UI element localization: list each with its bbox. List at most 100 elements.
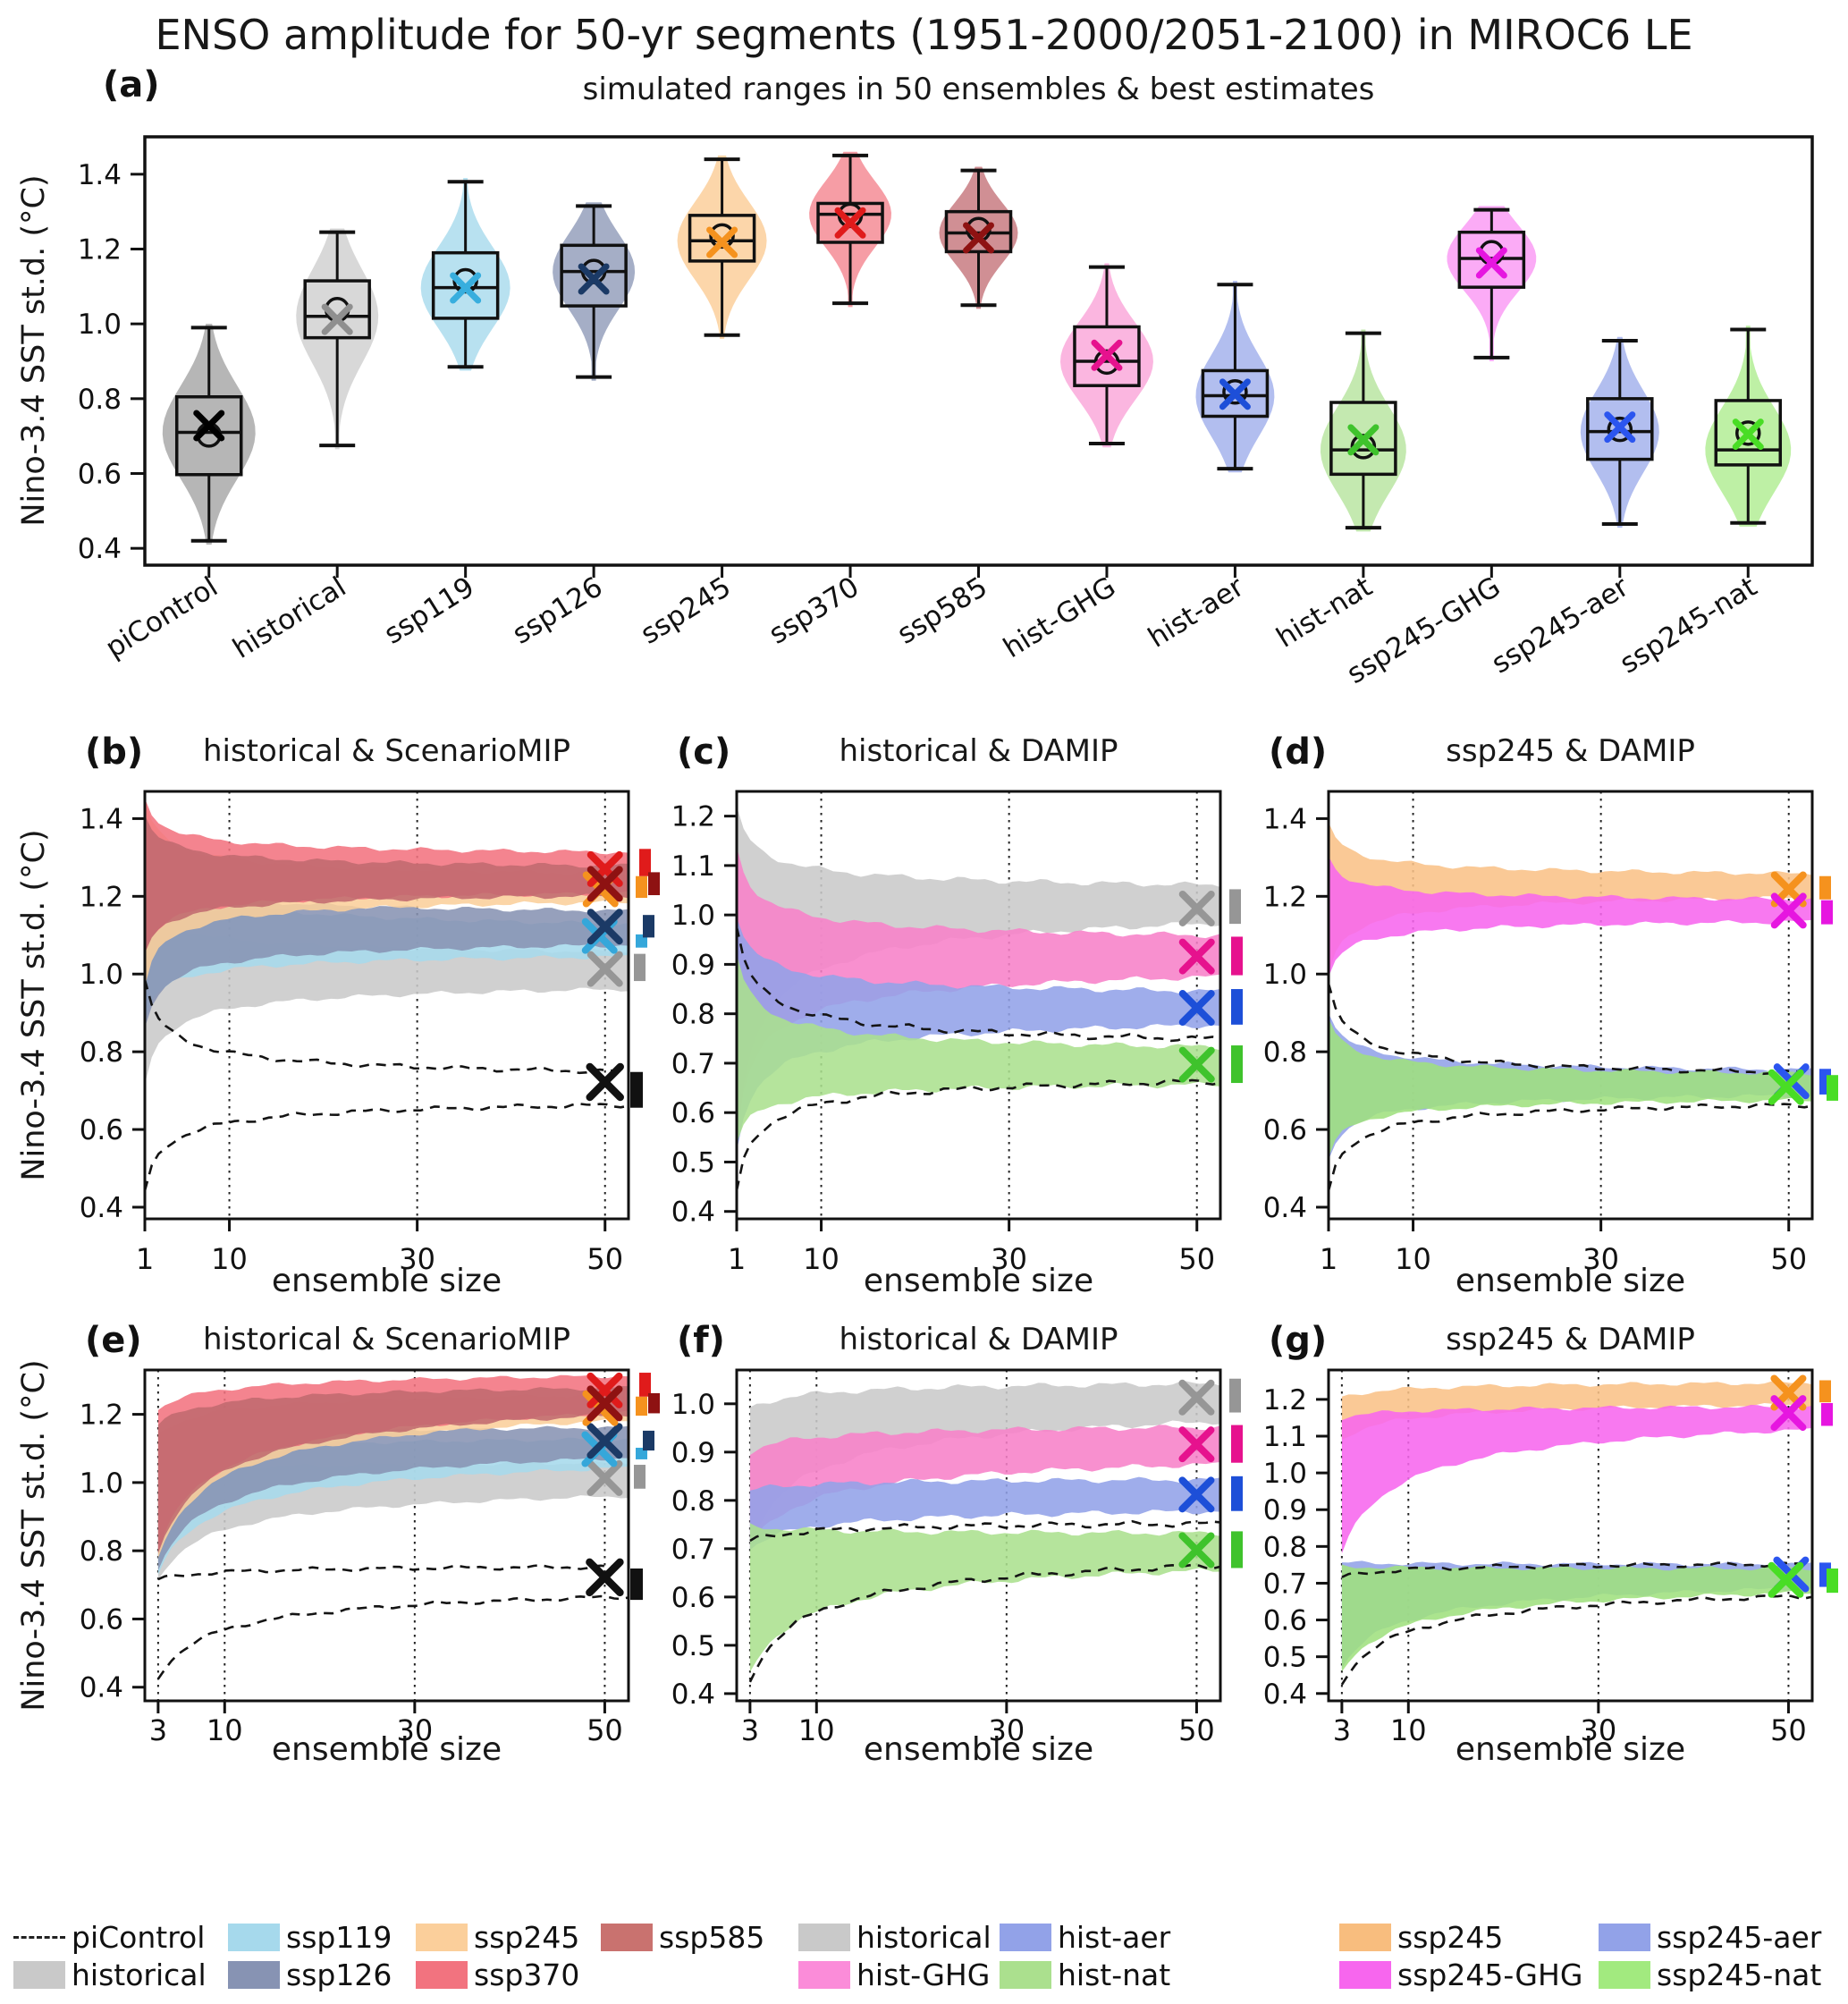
svg-text:0.6: 0.6 [78,459,122,491]
svg-text:50: 50 [586,1713,623,1747]
panel-c-xlabel: ensemble size [863,1263,1094,1299]
svg-text:1.0: 1.0 [1263,959,1307,991]
legend-swatch-historical [13,1960,65,1989]
svg-text:0.4: 0.4 [671,1196,715,1229]
marker-hist-GHG [1178,938,1215,975]
svg-text:1.0: 1.0 [80,959,123,991]
svg-text:0.4: 0.4 [1263,1678,1307,1711]
legend-item-historical: historical [13,1957,207,1992]
sidebar-ssp245-GHG [1821,1403,1833,1426]
legend-swatch-ssp245-aer [1599,1923,1650,1951]
svg-text:1.1: 1.1 [1263,1421,1307,1453]
sidebar-ssp119 [636,1447,647,1459]
legend-swatch-ssp245-GHG [1339,1960,1391,1989]
svg-text:0.8: 0.8 [80,1036,123,1069]
violin-ssp119 [420,178,511,371]
legend-swatch-hist-GHG [798,1960,850,1989]
sidebar-ssp245 [636,1396,647,1416]
svg-text:1.4: 1.4 [78,159,122,191]
picontrol-lower-line [1340,1594,1812,1686]
legend-swatch-ssp245-nat [1599,1960,1650,1989]
svg-text:30: 30 [399,1242,435,1276]
svg-text:0.8: 0.8 [1263,1531,1307,1563]
band-ssp126 [145,851,628,1028]
sidebar-hist-nat [1231,1531,1243,1569]
svg-text:1.4: 1.4 [80,803,123,835]
panel-e-xlabel: ensemble size [271,1731,502,1768]
svg-text:0.4: 0.4 [78,533,122,565]
band-hist-GHG [749,1425,1219,1549]
legend-swatch-ssp245 [1339,1923,1391,1951]
svg-text:10: 10 [1390,1713,1427,1747]
legend-label: ssp119 [286,1919,392,1955]
marker-hist-aer [1178,990,1215,1027]
legend-swatch-hist-aer [1000,1923,1051,1951]
panel-g-label: (g) [1269,1320,1328,1361]
svg-text:1.2: 1.2 [78,234,122,266]
panel-b-title: historical & ScenarioMIP [202,733,571,769]
panel-d-plot: 0.4 0.6 0.8 1.0 1.2 1.4 1 10 30 50 [1263,790,1838,1276]
best-circle-ssp245-aer [1607,416,1633,443]
sidebar-piControl [630,1071,643,1108]
svg-text:1.0: 1.0 [671,1389,715,1421]
svg-text:10: 10 [207,1713,243,1747]
legend-label: historical [856,1919,992,1955]
marker-ssp585 [586,1385,623,1422]
svg-text:0.9: 0.9 [671,949,715,981]
violin-historical [296,228,379,450]
sidebar-ssp126 [643,915,654,938]
legend-swatch-ssp245 [416,1923,468,1951]
legend-item-hist-nat: hist-nat [1000,1957,1170,1992]
legend-label: ssp585 [659,1919,765,1955]
legend-item-hist-GHG: hist-GHG [798,1957,990,1992]
band-historical [145,888,628,1085]
svg-text:3: 3 [1333,1713,1351,1747]
violin-ssp245 [677,155,767,339]
best-circle-hist-aer [1222,379,1248,405]
svg-text:1.4: 1.4 [1263,803,1307,835]
panel-b-plot: 0.4 0.6 0.8 1.0 1.2 1.4 1 10 30 50 [80,790,660,1276]
marker-historical [586,1459,623,1496]
svg-text:1.2: 1.2 [80,1399,123,1432]
band-hist-nat [737,953,1219,1143]
best-x-ssp126 [578,263,610,295]
panel-a-label: (a) [103,64,160,106]
best-x-hist-aer [1219,378,1251,410]
sidebar-ssp370 [639,1373,651,1397]
legend-label: hist-nat [1058,1957,1171,1992]
svg-text:30: 30 [991,1242,1027,1276]
svg-text:0.6: 0.6 [80,1114,123,1146]
best-x-ssp245-aer [1604,411,1636,444]
svg-text:1: 1 [1320,1242,1337,1276]
marker-ssp585 [586,866,623,902]
best-circle-hist-nat [1350,434,1377,460]
svg-text:1.0: 1.0 [78,309,122,341]
violin-hist-nat [1320,329,1406,532]
picontrol-lower-line [1327,1103,1812,1191]
best-x-hist-GHG [1091,339,1123,371]
legend-item-ssp245: ssp245 [416,1919,579,1955]
marker-ssp126 [586,909,623,945]
marker-piControl [586,1062,624,1102]
svg-text:3: 3 [149,1713,167,1747]
marker-ssp245-nat [1768,1561,1804,1598]
svg-text:30: 30 [396,1713,433,1747]
picontrol-upper-line [735,926,1220,1043]
svg-text:30: 30 [1582,1242,1619,1276]
svg-text:0.5: 0.5 [671,1630,715,1662]
svg-text:0.8: 0.8 [78,384,122,416]
marker-ssp370 [586,1372,623,1408]
picontrol-lower-line [143,1103,629,1191]
violin-ssp585 [939,166,1018,309]
violin-ssp245-nat [1705,326,1792,527]
best-circle-hist-GHG [1093,349,1120,376]
legend-item-ssp585: ssp585 [601,1919,764,1955]
svg-text:10: 10 [211,1242,248,1276]
band-ssp245 [1329,822,1811,974]
legend-label: ssp245 [474,1919,580,1955]
svg-text:50: 50 [1770,1713,1807,1747]
svg-text:0.4: 0.4 [1263,1192,1307,1224]
panel-a-title: simulated ranges in 50 ensembles & best … [582,72,1375,107]
svg-text:0.7: 0.7 [1263,1568,1307,1600]
